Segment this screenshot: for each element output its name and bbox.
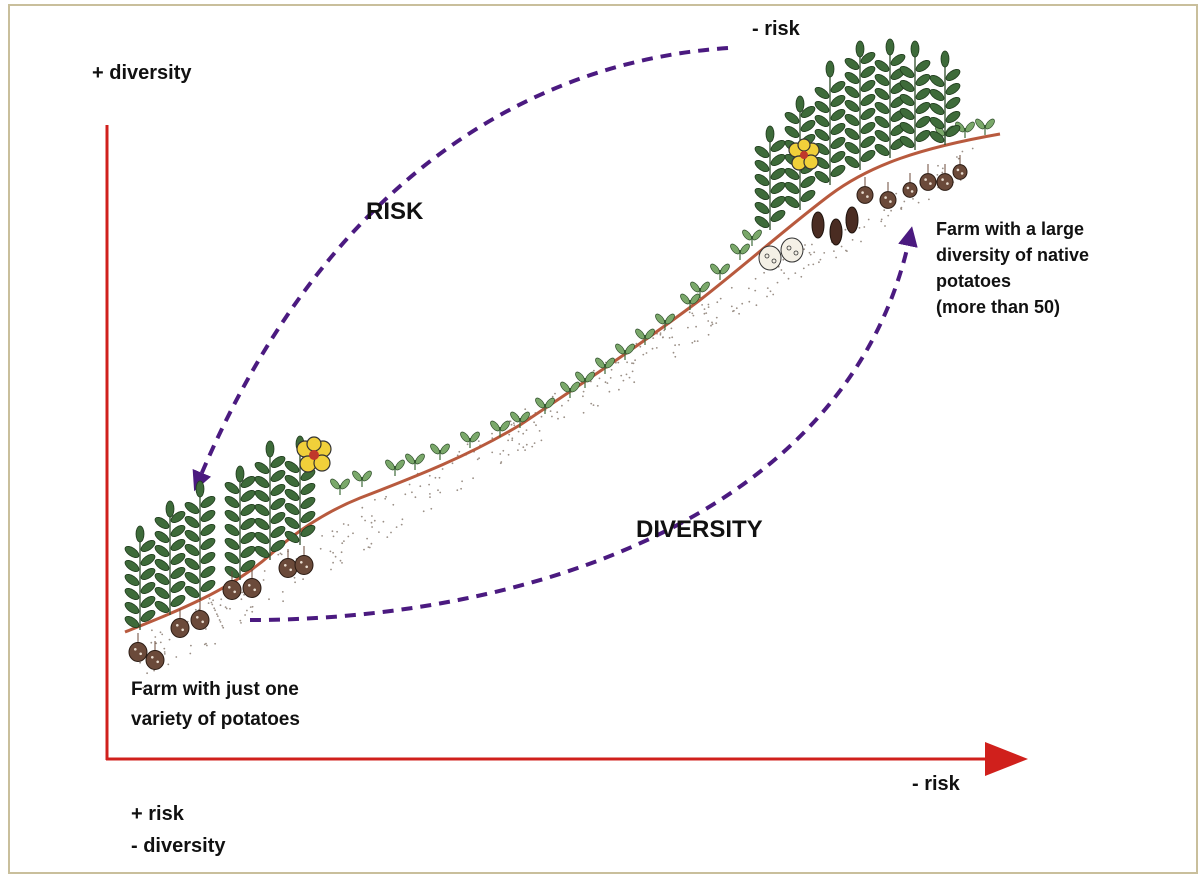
seedling-icon (575, 371, 595, 388)
potato-tuber-icon (952, 155, 968, 180)
diversity-arrow (249, 226, 918, 622)
potato-tuber-icon (278, 549, 298, 578)
potato-tuber-icon (919, 164, 937, 191)
seedling-icon (560, 381, 580, 398)
y-axis-top-label: + diversity (92, 62, 192, 84)
potato-tuber-icon (170, 609, 190, 638)
potato-plant-icon (814, 60, 846, 185)
seedling-icon (510, 411, 530, 428)
seedling-icon (615, 343, 635, 360)
potato-plant-icon (254, 440, 286, 560)
risk-arrow-label: RISK (366, 198, 424, 225)
potato-plant-icon (154, 500, 186, 615)
seedling-icon (635, 328, 655, 345)
potato-flower-icon (788, 138, 820, 171)
potato-tuber-icon (145, 641, 165, 670)
left-farm-caption: Farm with just one variety of potatoes (131, 679, 300, 730)
potato-tuber-icon (902, 173, 918, 198)
diversity-arrow-label: DIVERSITY (636, 516, 763, 543)
potato-flower-icon (296, 436, 332, 473)
potato-plant-icon (184, 480, 216, 600)
seedling-icon (385, 459, 405, 476)
right-farm-caption: Farm with a large diversity of native po… (936, 219, 1090, 317)
potato-plant-icon (224, 465, 256, 580)
left-farm-plants (124, 435, 316, 670)
seedling-icon (460, 431, 480, 448)
seedling-icon (352, 470, 372, 487)
risk-arrow (192, 46, 729, 492)
potato-tuber-icon (222, 571, 242, 600)
top-risk-label: - risk (752, 18, 800, 40)
origin-risk-label: + risk (131, 803, 184, 825)
seedling-icon (535, 397, 555, 414)
potato-tuber-icon (128, 633, 148, 662)
seedlings (330, 118, 995, 495)
x-axis-right-label: - risk (912, 773, 960, 795)
potato-tuber-icon (242, 569, 262, 598)
potato-tuber-icon (879, 182, 897, 209)
seedling-icon (430, 443, 450, 460)
seedling-icon (330, 478, 350, 495)
potato-tuber-icon (190, 601, 210, 630)
potato-tuber-icon (856, 177, 874, 204)
seedling-icon (690, 281, 710, 298)
seedling-icon (490, 420, 510, 437)
seedling-icon (742, 229, 762, 246)
seedling-icon (655, 313, 675, 330)
seedling-icon (730, 243, 750, 260)
seedling-icon (975, 118, 995, 135)
potato-tuber-icon (780, 237, 804, 263)
potato-tuber-icon (294, 546, 314, 575)
origin-diversity-label: - diversity (131, 835, 226, 857)
right-farm-plants (754, 38, 968, 271)
axes (105, 125, 1028, 776)
potato-tuber-icon (936, 164, 954, 191)
potato-tuber-icon (829, 218, 843, 246)
seedling-icon (710, 263, 730, 280)
potato-tuber-icon (845, 206, 859, 234)
potato-plant-icon (844, 40, 876, 170)
x-axis-arrowhead (985, 742, 1028, 776)
seedling-icon (955, 121, 975, 138)
potato-plant-icon (899, 40, 931, 150)
potato-plant-icon (754, 125, 786, 230)
potato-plant-icon (929, 50, 961, 145)
potato-plant-icon (124, 525, 156, 630)
potato-tuber-icon (758, 245, 782, 271)
seedling-icon (405, 453, 425, 470)
soil-dots (139, 147, 974, 689)
seedling-icon (595, 357, 615, 374)
potato-tuber-icon (811, 211, 825, 239)
seedling-icon (680, 293, 700, 310)
